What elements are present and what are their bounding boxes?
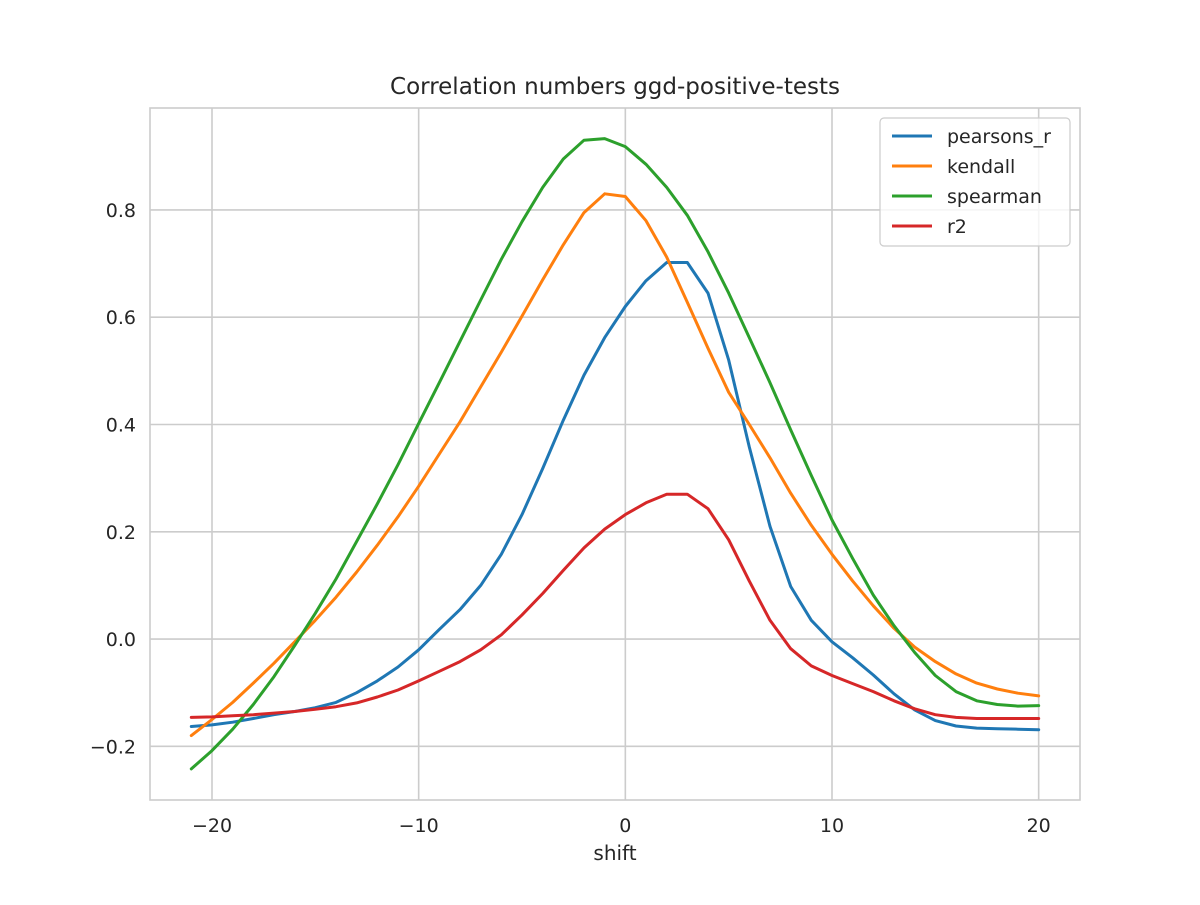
grid — [150, 108, 1080, 800]
y-tick-label: 0.6 — [106, 307, 136, 329]
chart-title: Correlation numbers ggd-positive-tests — [390, 74, 840, 100]
series-line-pearsons_r — [189, 261, 1041, 732]
y-tick-label: 0.8 — [106, 200, 136, 222]
tick-labels: −20 −10 0 10 20 −0.2 0.0 0.2 0.4 0.6 0.8 — [90, 200, 1051, 837]
legend-label: spearman — [947, 186, 1042, 208]
x-tick-label: −20 — [192, 815, 232, 837]
x-axis-label: shift — [593, 841, 636, 865]
x-tick-label: −10 — [399, 815, 439, 837]
series-lines — [189, 137, 1041, 771]
legend-label: r2 — [947, 216, 967, 238]
y-tick-label: 0.4 — [106, 414, 136, 436]
legend-frame — [879, 117, 1071, 247]
x-tick-label: 20 — [1027, 815, 1051, 837]
legend-label: pearsons_r — [947, 126, 1051, 148]
series-line-r2 — [189, 492, 1041, 720]
x-tick-label: 10 — [820, 815, 844, 837]
legend-label: kendall — [947, 156, 1015, 178]
series-line-spearman — [189, 137, 1041, 771]
y-tick-label: 0.2 — [106, 522, 136, 544]
y-tick-label: −0.2 — [90, 736, 136, 758]
y-tick-label: 0.0 — [106, 629, 136, 651]
x-tick-label: 0 — [619, 815, 631, 837]
